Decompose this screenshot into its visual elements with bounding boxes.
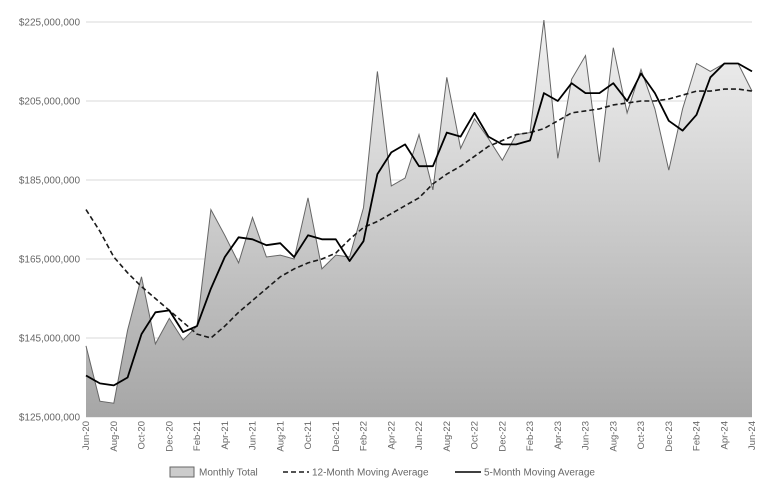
y-tick-label: $225,000,000 [19,18,81,29]
legend-label: Monthly Total [199,468,258,479]
x-tick-label: Aug-20 [109,421,120,452]
y-axis: $125,000,000 $145,000,000 $165,000,000 $185… [19,18,81,424]
x-axis: Jun-20 Aug-20 Oct-20 Dec-20 Feb-21 Apr-21 Jun-… [81,421,758,452]
x-tick-label: Apr-24 [719,421,730,450]
y-tick-label: $185,000,000 [19,176,81,187]
x-tick-label: Apr-23 [553,421,564,450]
area-layer [85,19,753,417]
y-tick-label: $125,000,000 [19,413,81,424]
y-tick-label: $165,000,000 [19,255,81,266]
y-tick-label: $205,000,000 [19,97,81,108]
x-tick-label: Jun-20 [81,421,92,450]
x-tick-label: Dec-22 [497,421,508,452]
x-tick-label: Oct-20 [137,421,148,450]
legend-label: 12-Month Moving Average [312,468,429,479]
legend-swatch-monthly-total [169,466,195,478]
x-tick-label: Dec-20 [164,421,175,452]
legend: Monthly Total 12-Month Moving Average 5-Mo… [169,466,595,479]
y-tick-label: $145,000,000 [19,334,81,345]
x-tick-label: Oct-23 [636,421,647,450]
moving-average-5-line [85,62,753,387]
x-tick-label: Dec-23 [664,421,675,452]
moving-average-12-line [85,88,753,339]
x-tick-label: Apr-21 [220,421,231,450]
x-tick-label: Apr-22 [386,421,397,450]
x-tick-label: Aug-21 [275,421,286,452]
x-tick-label: Jun-24 [747,421,758,450]
x-tick-label: Jun-22 [414,421,425,450]
x-tick-label: Jun-21 [248,421,259,450]
x-tick-label: Jun-23 [581,421,592,450]
line-layer [85,62,753,387]
x-tick-label: Dec-21 [331,421,342,452]
x-tick-label: Feb-22 [359,421,370,451]
x-tick-label: Aug-22 [442,421,453,452]
x-tick-label: Aug-23 [608,421,619,452]
x-tick-label: Feb-23 [525,421,536,451]
legend-label: 5-Month Moving Average [484,468,595,479]
x-tick-label: Feb-24 [692,421,703,451]
monthly-total-area [86,20,752,417]
x-tick-label: Oct-22 [470,421,481,450]
x-tick-label: Feb-21 [192,421,203,451]
x-tick-label: Oct-21 [303,421,314,450]
